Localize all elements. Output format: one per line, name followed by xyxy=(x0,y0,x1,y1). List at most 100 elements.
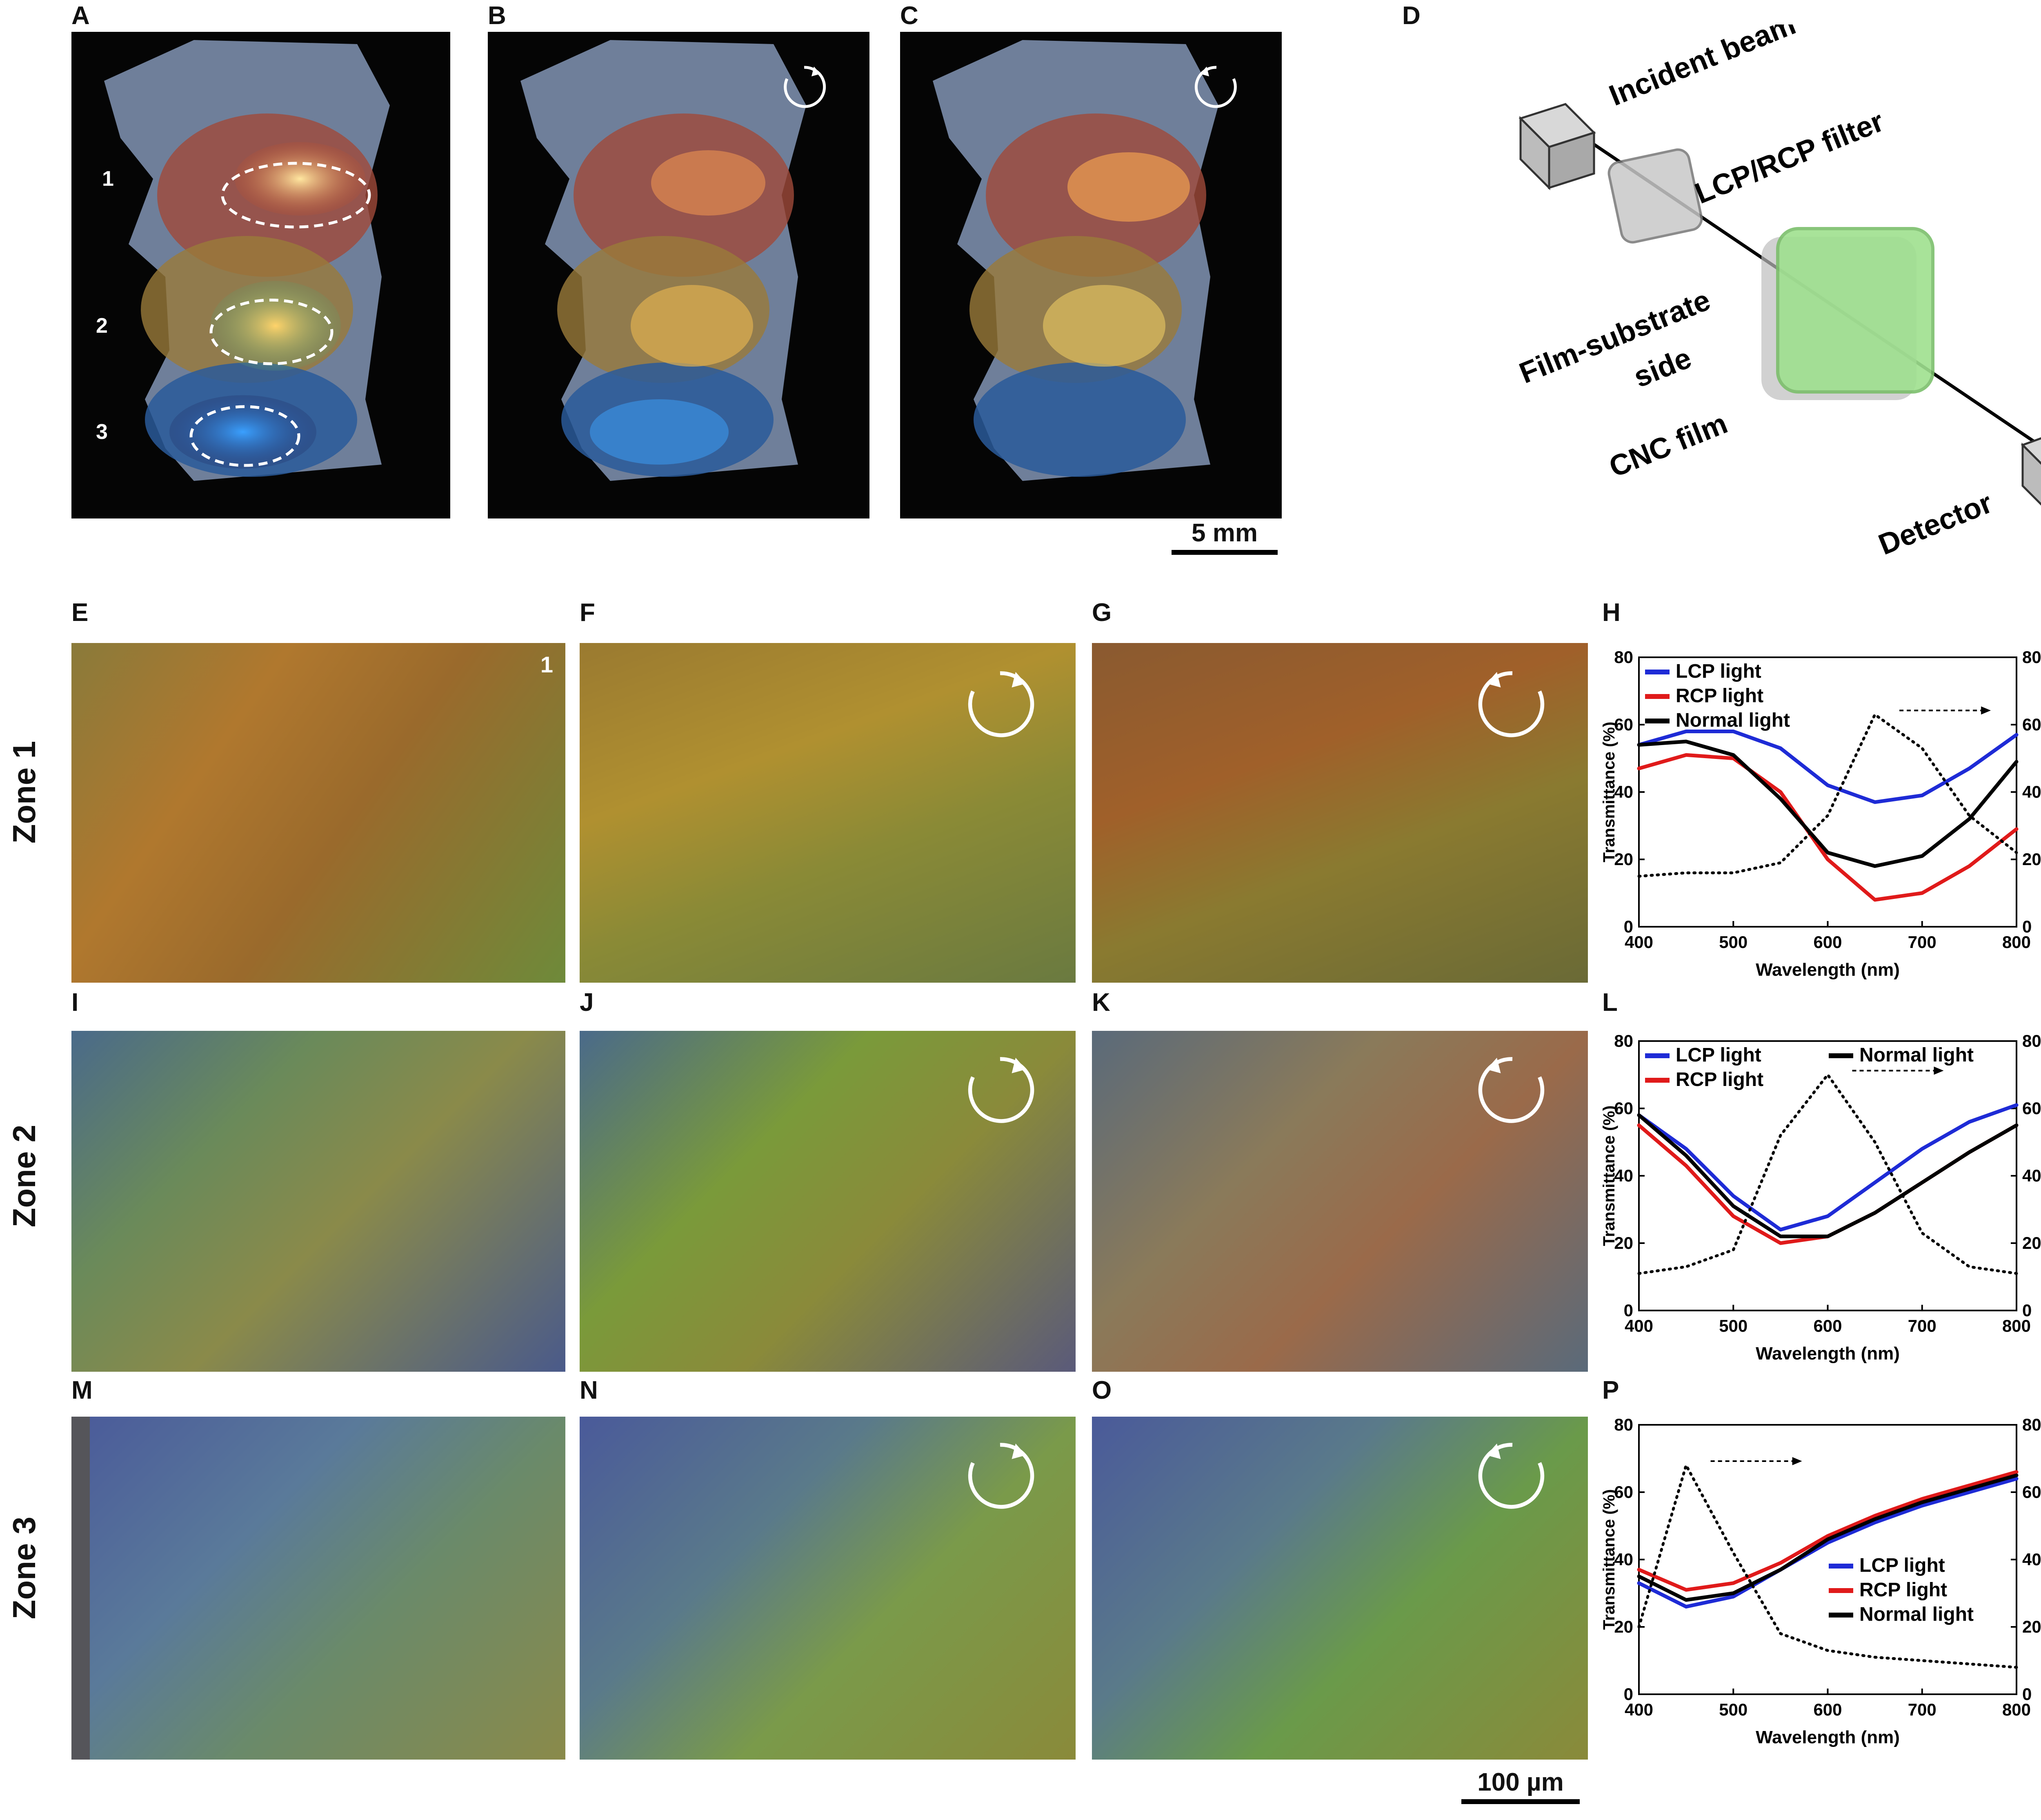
sample-edge xyxy=(71,1417,90,1760)
scale-bar-top: 5 mm xyxy=(1172,518,1278,555)
scale-bar-bottom-label: 100 µm xyxy=(1477,1768,1564,1796)
x-tick-label: 600 xyxy=(1813,932,1842,952)
y2-tick-label: 80 xyxy=(2022,1031,2041,1050)
spectrum-chart-p: 400 500 600 700 800 0 0 20 20 40 40 60 60 80 80 Wavelen… xyxy=(1600,1408,2041,1768)
x-tick-label: 400 xyxy=(1625,932,1653,952)
film-sample-image xyxy=(933,40,1218,481)
y-tick-label: 0 xyxy=(1624,1684,1633,1704)
micrograph-i xyxy=(71,1031,565,1372)
y2-tick-label: 60 xyxy=(2022,715,2041,734)
y2-tick-label: 40 xyxy=(2022,1166,2041,1185)
optical-setup-diagram: Incident beam LCP/RCP filter Film-substr… xyxy=(1402,8,2041,567)
panel-label-e: E xyxy=(71,599,89,627)
x-axis-label: Wavelength (nm) xyxy=(1756,960,1900,980)
panel-label-i: I xyxy=(71,988,79,1017)
legend-label: Normal light xyxy=(1859,1604,1974,1625)
series-line xyxy=(1637,730,2019,804)
series-line xyxy=(1637,1470,2019,1592)
zone-3-label: Zone 3 xyxy=(6,1516,42,1619)
counterclockwise-arrow-icon xyxy=(1194,66,1237,108)
scale-bar-bottom: 100 µm xyxy=(1461,1768,1580,1804)
y2-tick-label: 40 xyxy=(2022,782,2041,801)
y-tick-label: 20 xyxy=(1614,1617,1633,1636)
clockwise-arrow-icon xyxy=(968,671,1034,737)
x-tick-label: 700 xyxy=(1908,1700,1937,1719)
reflectance-line xyxy=(1637,1073,2018,1275)
x-tick-label: 400 xyxy=(1625,1700,1653,1719)
legend-label: Normal light xyxy=(1676,710,1790,731)
panel-label-o: O xyxy=(1092,1376,1112,1404)
y-tick-label: 60 xyxy=(1614,1099,1633,1118)
cnc-film-label: CNC film xyxy=(1605,407,1732,484)
x-axis-label: Wavelength (nm) xyxy=(1756,1727,1900,1747)
y-tick-label: 20 xyxy=(1614,1233,1633,1253)
film-sample-image xyxy=(520,40,806,481)
cnc-film-block xyxy=(1761,227,1934,400)
panel-label-k: K xyxy=(1092,988,1110,1017)
panel-label-n: N xyxy=(580,1376,598,1404)
panel-label-j: J xyxy=(580,988,594,1017)
panel-label-p: P xyxy=(1602,1376,1619,1404)
y-tick-label: 80 xyxy=(1614,647,1633,667)
micrograph-o xyxy=(1092,1417,1588,1760)
y-tick-label: 40 xyxy=(1614,1550,1633,1569)
x-tick-label: 600 xyxy=(1813,1316,1842,1335)
micrograph-j xyxy=(580,1031,1076,1372)
x-tick-label: 500 xyxy=(1719,932,1748,952)
panel-label-a: A xyxy=(71,2,90,30)
x-tick-label: 500 xyxy=(1719,1700,1748,1719)
y2-tick-label: 0 xyxy=(2022,1301,2032,1320)
y2-tick-label: 80 xyxy=(2022,1415,2041,1434)
film-substrate-side-label: side xyxy=(1629,342,1696,394)
arrow-head-icon xyxy=(1981,706,1991,715)
reflectance-line xyxy=(1637,1464,2018,1669)
panel-label-c: C xyxy=(900,2,918,30)
y-tick-label: 40 xyxy=(1614,1166,1633,1185)
x-tick-label: 400 xyxy=(1625,1316,1653,1335)
series-line xyxy=(1637,1123,2019,1245)
film-photo-c xyxy=(900,32,1282,518)
x-tick-label: 800 xyxy=(2002,1316,2031,1335)
inset-number: 1 xyxy=(540,652,553,677)
film-photo-b xyxy=(488,32,869,518)
zone-1-outline xyxy=(221,162,371,229)
y2-tick-label: 0 xyxy=(2022,1684,2032,1704)
zone-2-label: Zone 2 xyxy=(6,1124,42,1227)
y-tick-label: 0 xyxy=(1624,917,1633,936)
clockwise-arrow-icon xyxy=(968,1057,1034,1123)
zone-number-2: 2 xyxy=(96,314,108,338)
legend-label: LCP light xyxy=(1859,1555,1945,1576)
y2-tick-label: 60 xyxy=(2022,1482,2041,1502)
zone-number-3: 3 xyxy=(96,420,108,444)
y2-tick-label: 20 xyxy=(2022,1233,2041,1253)
filter-label: LCP/RCP filter xyxy=(1690,105,1888,210)
x-tick-label: 600 xyxy=(1813,1700,1842,1719)
scale-bar-top-label: 5 mm xyxy=(1192,519,1258,547)
y2-tick-label: 20 xyxy=(2022,1617,2041,1636)
y-axis-label: Transmittance (%) xyxy=(1600,722,1618,863)
counterclockwise-arrow-icon xyxy=(1478,1057,1545,1123)
lcp-rcp-filter xyxy=(1607,148,1703,244)
y-tick-label: 0 xyxy=(1624,1301,1633,1320)
panel-label-l: L xyxy=(1602,988,1618,1017)
spectrum-chart-l: 400 500 600 700 800 0 0 20 20 40 40 60 60 80 80 Wavelen… xyxy=(1600,1025,2041,1384)
light-source-cube xyxy=(1519,103,1596,191)
y-tick-label: 20 xyxy=(1614,850,1633,869)
y2-tick-label: 80 xyxy=(2022,647,2041,667)
series-line xyxy=(1637,1477,2019,1609)
clockwise-arrow-icon xyxy=(968,1443,1034,1509)
scale-bar-top-line xyxy=(1172,550,1278,555)
detector-cube xyxy=(2021,437,2041,506)
x-tick-label: 800 xyxy=(2002,1700,2031,1719)
zone-number-1: 1 xyxy=(102,167,114,191)
arrow-head-icon xyxy=(1792,1457,1802,1465)
y-axis-label: Transmittance (%) xyxy=(1600,1489,1618,1630)
x-tick-label: 800 xyxy=(2002,932,2031,952)
y-tick-label: 40 xyxy=(1614,782,1633,801)
y-tick-label: 60 xyxy=(1614,1482,1633,1502)
legend-label: RCP light xyxy=(1676,1069,1763,1090)
zone-3-outline xyxy=(189,405,300,467)
film-sample-image xyxy=(104,40,390,481)
y-tick-label: 80 xyxy=(1614,1031,1633,1050)
counterclockwise-arrow-icon xyxy=(1478,671,1545,737)
